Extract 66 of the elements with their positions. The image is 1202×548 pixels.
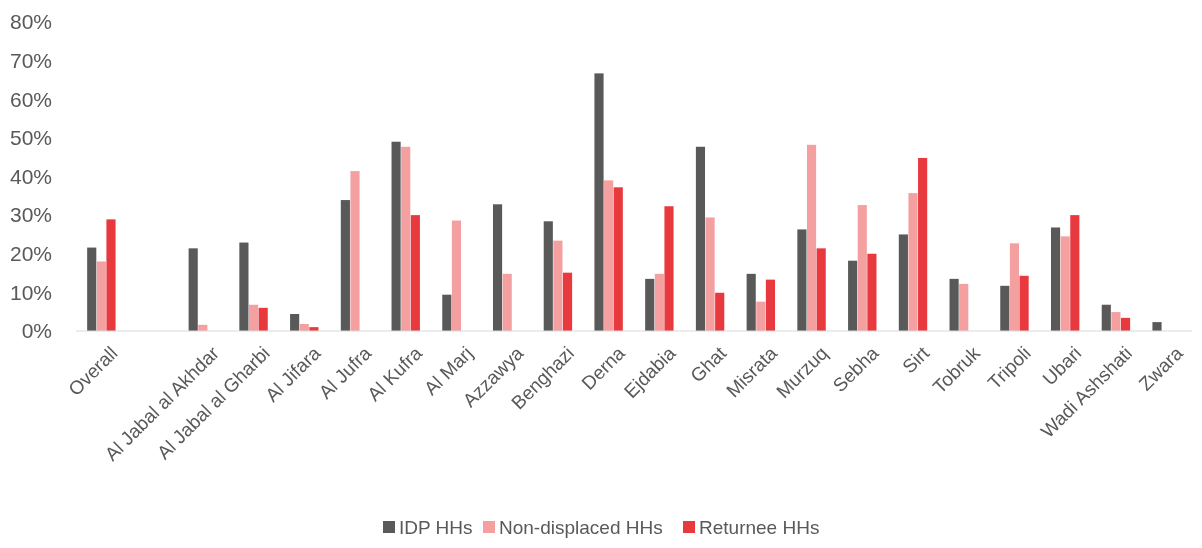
bar: [797, 229, 807, 331]
y-tick-label: 10%: [9, 280, 52, 304]
bar: [806, 144, 817, 331]
bar: [908, 193, 918, 331]
bar: [401, 146, 411, 331]
bar: [867, 253, 877, 331]
bar: [918, 157, 928, 331]
bar: [442, 294, 452, 331]
bar: [1070, 215, 1080, 331]
bar: [715, 292, 725, 331]
bar: [1000, 285, 1010, 331]
bar: [594, 73, 604, 331]
bar: [857, 205, 867, 331]
bar: [248, 304, 259, 331]
bar: [239, 242, 249, 331]
bar: [258, 307, 268, 331]
bar: [705, 217, 715, 331]
bar: [96, 261, 106, 331]
bar: [1060, 236, 1070, 331]
y-tick-label: 80%: [9, 10, 52, 34]
bar: [604, 180, 614, 331]
legend-label: IDP HHs: [399, 516, 473, 538]
legend-label: Returnee HHs: [699, 516, 820, 538]
bar: [756, 301, 766, 331]
bar: [959, 283, 969, 331]
bar: [1111, 312, 1121, 331]
y-tick-label: 30%: [9, 203, 52, 227]
bar: [1009, 243, 1020, 331]
bar: [188, 248, 198, 331]
bar: [654, 273, 664, 331]
bar: [645, 278, 655, 331]
bar: [350, 171, 360, 331]
bar: [1050, 227, 1061, 331]
y-tick-label: 70%: [9, 48, 52, 72]
bar: [1120, 317, 1131, 331]
bar: [664, 206, 674, 331]
bar: [391, 141, 401, 331]
y-tick-label: 20%: [9, 242, 52, 266]
bar: [543, 221, 553, 331]
bar: [502, 273, 512, 331]
bar: [1152, 322, 1162, 331]
y-tick-label: 40%: [9, 164, 52, 188]
bar: [553, 240, 563, 331]
y-tick-label: 50%: [9, 126, 52, 150]
bar: [87, 247, 97, 331]
bar: [1019, 275, 1029, 331]
y-tick-label: 0%: [21, 319, 52, 343]
bar: [290, 314, 300, 331]
bar: [410, 215, 420, 331]
bar: [816, 248, 826, 331]
bar: [451, 220, 462, 331]
legend-label: Non-displaced HHs: [499, 516, 663, 538]
bar: [613, 187, 623, 331]
bar: [765, 279, 776, 331]
bar: [492, 204, 503, 331]
bar: [746, 273, 756, 331]
bar: [106, 219, 116, 331]
y-tick-label: 60%: [9, 87, 52, 111]
bar: [695, 146, 706, 331]
bar: [562, 272, 573, 331]
bar: [340, 200, 350, 331]
x-tick-label: Sirt: [898, 341, 934, 378]
bar: [949, 278, 959, 331]
bar: [848, 260, 858, 331]
bar: [898, 234, 908, 331]
bar: [1101, 304, 1111, 331]
